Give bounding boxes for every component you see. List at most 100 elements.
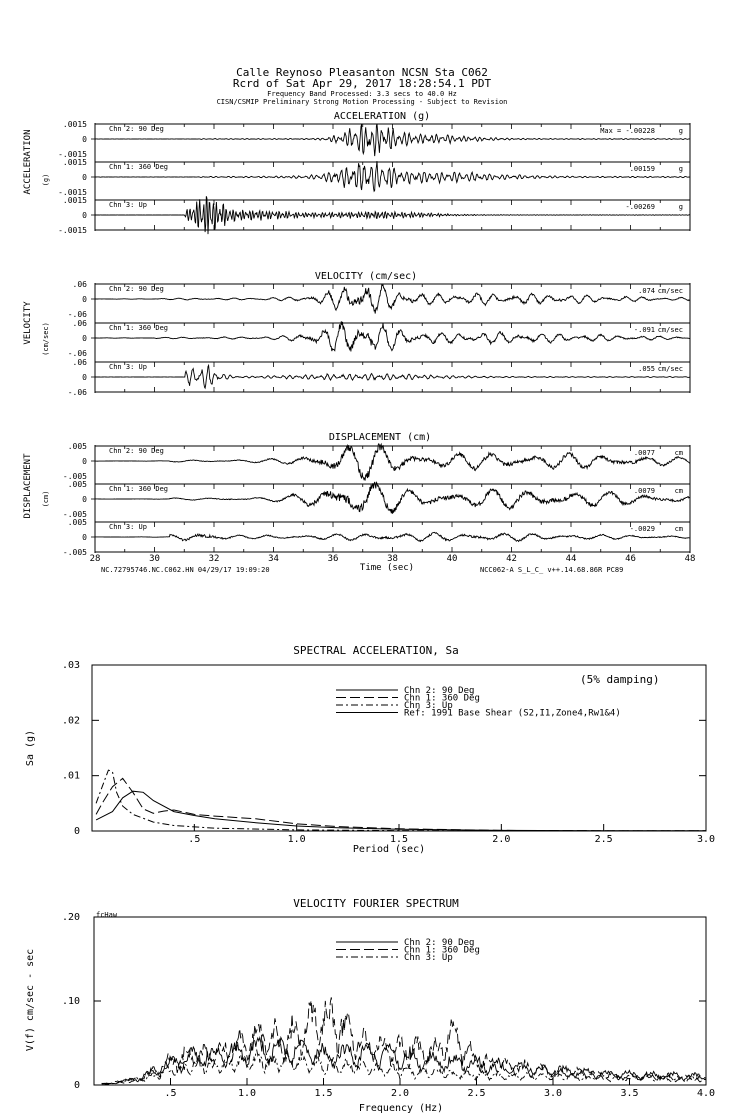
time-tick-label: 42 [506,554,517,564]
y-tick-label: -.005 [63,548,87,557]
acceleration-unit-label: (g) [42,174,50,187]
spectral-ylabel: Sa (g) [25,730,36,766]
channel-label: Chn 2: 90 Deg [109,285,164,293]
spectral-y-tick-label: .01 [62,771,80,782]
fourier-x-tick-label: 1.5 [314,1088,332,1099]
displacement-title: DISPLACEMENT (cm) [329,432,431,443]
channel-label: Chn 1: 360 Deg [109,324,168,332]
max-value-label: -.0029 [630,525,655,533]
max-value-label: -.00269 [625,203,655,211]
fourier-x-tick-label: 2.5 [467,1088,485,1099]
spectral-x-tick-label: 2.5 [595,834,613,845]
fourier-tag: fcHaw [96,911,118,919]
y-tick-label: -.0015 [58,226,87,235]
spectral-legend-label: Chn 3: Up [404,701,453,711]
y-tick-label: 0 [82,173,87,182]
max-unit-label: cm [675,487,683,495]
fourier-xlabel: Frequency (Hz) [359,1103,443,1114]
fourier-x-tick-label: 1.0 [238,1088,256,1099]
spectral-legend-label: Chn 2: 90 Deg [404,686,474,696]
max-value-label: Max = -.00228 [600,127,655,135]
y-tick-label: 0 [82,334,87,343]
y-tick-label: .0015 [63,196,87,205]
fourier-x-tick-label: .5 [164,1088,176,1099]
spectral-y-tick-label: .03 [62,660,80,671]
y-tick-label: -.005 [63,472,87,481]
waveform-trace [94,531,691,543]
fourier-y-tick-label: 0 [74,1080,80,1091]
spectral-title: SPECTRAL ACCELERATION, Sa [293,644,459,657]
record-id-footer: NC.72795746.NC.C062.HN 04/29/17 19:09:20 [101,566,270,574]
displacement-side-label: DISPLACEMENT [23,453,33,519]
max-value-label: -.091 [634,326,655,334]
velocity-title: VELOCITY (cm/sec) [315,271,417,282]
spectral-y-tick-label: 0 [74,826,80,837]
max-unit-label: cm/sec [658,326,683,334]
channel-label: Chn 3: Up [109,523,147,531]
waveform-trace [95,196,691,235]
max-value-label: .074 [638,287,655,295]
time-tick-label: 44 [566,554,577,564]
displacement-panel: DISPLACEMENT (cm) DISPLACEMENT (cm) .005… [23,432,691,557]
max-value-label: .0077 [634,449,655,457]
fourier-x-tick-label: 3.0 [544,1088,562,1099]
spectral-plot-frame [91,664,707,832]
channel-label: Chn 2: 90 Deg [109,125,164,133]
time-axis-label: Time (sec) [360,563,414,573]
time-tick-label: 38 [387,554,398,564]
time-tick-label: 32 [209,554,220,564]
fourier-y-tick-label: .10 [62,996,80,1007]
fourier-y-tick-label: .20 [62,912,80,923]
y-tick-label: 0 [82,533,87,542]
channel-label: Chn 1: 360 Deg [109,163,168,171]
waveform-trace [95,161,691,193]
fourier-series-line [101,1048,707,1085]
y-tick-label: .06 [73,319,88,328]
max-unit-label: g [679,165,683,173]
spectral-x-tick-label: 1.5 [390,834,408,845]
velocity-unit-label: (cm/sec) [42,322,50,356]
y-tick-label: 0 [82,495,87,504]
displacement-unit-label: (cm) [42,491,50,508]
time-tick-label: 36 [328,554,339,564]
y-tick-label: -.06 [68,349,87,358]
y-tick-label: .0015 [63,158,87,167]
y-tick-label: -.06 [68,310,87,319]
spectral-series-line [95,777,707,832]
waveform-trace [94,283,691,314]
fourier-plot-frame [93,916,707,1086]
y-tick-label: .06 [73,280,88,289]
max-value-label: .0079 [634,487,655,495]
spectral-xlabel: Period (sec) [353,844,425,855]
time-tick-label: 46 [625,554,636,564]
fourier-x-tick-label: 2.0 [391,1088,409,1099]
fourier-legend-label: Chn 2: 90 Deg [404,938,474,948]
header-band-line: Frequency Band Processed: 3.3 secs to 40… [267,90,457,98]
waveform-trace [94,321,691,352]
max-unit-label: g [679,127,683,135]
velocity-fourier-spectrum-chart: VELOCITY FOURIER SPECTRUM fcHaw V(f) cm/… [25,897,715,1114]
fourier-title: VELOCITY FOURIER SPECTRUM [293,897,459,910]
time-tick-label: 48 [685,554,696,564]
waveform-trace [95,123,691,157]
max-unit-label: cm/sec [658,365,683,373]
y-tick-label: 0 [82,295,87,304]
spectral-legend-label: Chn 1: 360 Deg [404,694,480,704]
y-tick-label: 0 [82,457,87,466]
y-tick-label: .005 [68,480,87,489]
y-tick-label: .06 [73,358,88,367]
y-tick-label: .0015 [63,120,87,129]
channel-label: Chn 1: 360 Deg [109,485,168,493]
time-tick-label: 40 [447,554,458,564]
velocity-panel: VELOCITY (cm/sec) VELOCITY (cm/sec) .06 0… [23,271,691,397]
acceleration-side-label: ACCELERATION [23,129,33,194]
spectral-x-tick-label: 2.0 [492,834,510,845]
y-tick-label: -.06 [68,388,87,397]
max-value-label: .055 [638,365,655,373]
acceleration-title: ACCELERATION (g) [334,111,430,122]
max-value-label: .00159 [630,165,655,173]
max-unit-label: cm/sec [658,287,683,295]
waveform-trace [95,481,691,514]
spectral-series-line [95,769,707,832]
